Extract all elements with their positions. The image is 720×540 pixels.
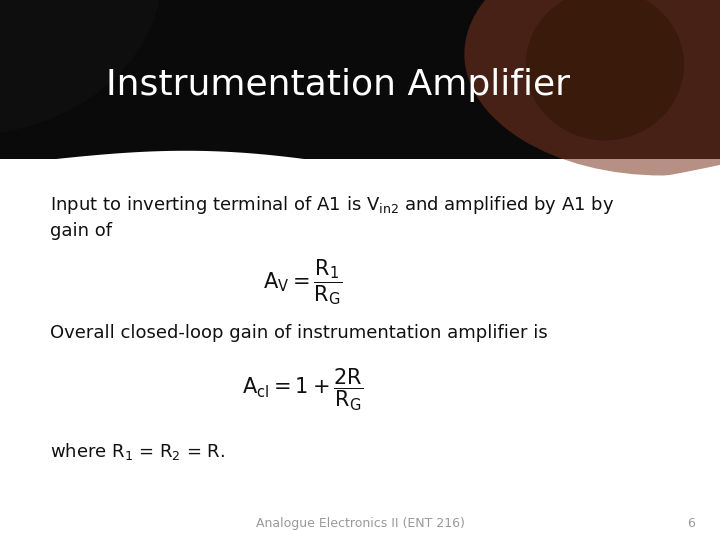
Ellipse shape	[526, 0, 684, 140]
Text: Input to inverting terminal of A1 is V$_{\mathregular{in2}}$ and amplified by A1: Input to inverting terminal of A1 is V$_…	[50, 194, 615, 216]
Bar	[0, 0, 720, 159]
Text: Overall closed-loop gain of instrumentation amplifier is: Overall closed-loop gain of instrumentat…	[50, 324, 548, 342]
Polygon shape	[0, 151, 720, 540]
Text: Analogue Electronics II (ENT 216): Analogue Electronics II (ENT 216)	[256, 517, 464, 530]
Text: $\mathrm{A_{cl}} = 1 + \dfrac{2\mathrm{R}}{\mathrm{R_G}}$: $\mathrm{A_{cl}} = 1 + \dfrac{2\mathrm{R…	[242, 367, 363, 413]
Ellipse shape	[464, 0, 720, 176]
Ellipse shape	[0, 0, 162, 135]
Text: Instrumentation Amplifier: Instrumentation Amplifier	[107, 68, 570, 102]
Text: 6: 6	[687, 517, 695, 530]
Text: $\mathrm{A_V} = \dfrac{\mathrm{R_1}}{\mathrm{R_G}}$: $\mathrm{A_V} = \dfrac{\mathrm{R_1}}{\ma…	[263, 257, 342, 307]
Text: where R$_1$ = R$_2$ = R.: where R$_1$ = R$_2$ = R.	[50, 442, 225, 462]
Text: gain of: gain of	[50, 222, 112, 240]
